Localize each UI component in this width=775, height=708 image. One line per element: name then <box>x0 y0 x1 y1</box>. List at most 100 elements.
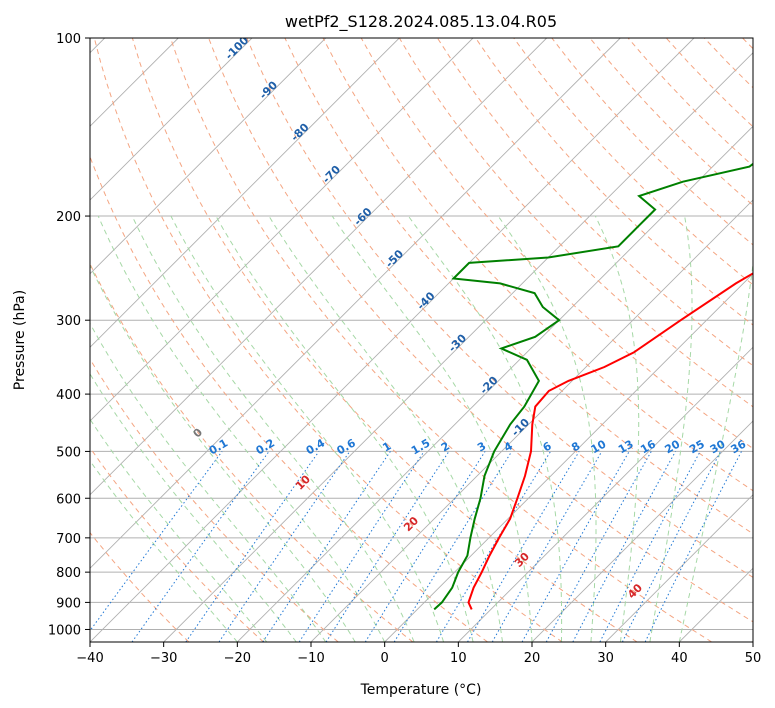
moist-adiabat <box>215 215 474 642</box>
y-tick-label: 500 <box>56 445 81 460</box>
y-axis-label: Pressure (hPa) <box>12 290 28 390</box>
dewpoint-profile <box>433 162 753 611</box>
mixing-ratio-line <box>185 451 320 642</box>
temperature-profile <box>467 272 753 610</box>
moist-adiabat <box>497 215 597 642</box>
isotherm <box>752 641 753 642</box>
mixing-ratio-line <box>621 451 722 642</box>
dry-adiabat <box>665 38 753 128</box>
dry-adiabat <box>131 38 638 642</box>
x-tick-label: −10 <box>297 651 324 666</box>
mixing-ratio-line <box>131 451 270 642</box>
background-lines <box>90 38 753 642</box>
mixing-ratio-label: 36 <box>729 437 749 456</box>
x-tick-label: 10 <box>450 651 467 666</box>
mixing-ratio-label: 6 <box>541 439 554 454</box>
mixing-ratio-line <box>644 451 742 642</box>
moist-adiabat-label: -40 <box>414 289 437 312</box>
x-axis-label: Temperature (°C) <box>360 682 482 698</box>
mixing-ratio-line <box>364 451 486 642</box>
dry-adiabat <box>246 38 753 578</box>
mixing-ratio-label: 0.6 <box>335 436 359 457</box>
dry-adiabat <box>90 531 190 642</box>
isotherm <box>90 38 400 348</box>
mixing-ratio-label: 16 <box>638 437 658 456</box>
mixing-ratio-label: 1.5 <box>409 436 432 457</box>
y-tick-label: 100 <box>56 32 81 47</box>
mixing-ratio-label: 4 <box>502 439 515 454</box>
moist-adiabat <box>649 215 693 642</box>
y-tick-label: 200 <box>56 210 81 225</box>
x-tick-label: 30 <box>597 651 614 666</box>
dry-adiabat <box>589 38 753 206</box>
dry-adiabat <box>90 155 488 642</box>
moist-adiabat <box>90 322 327 642</box>
x-tick-label: −30 <box>150 651 177 666</box>
x-tick-label: 50 <box>745 651 762 666</box>
mixing-ratio-label: 25 <box>687 437 707 456</box>
moist-adiabat <box>170 215 445 642</box>
mixing-ratio-line <box>545 451 652 642</box>
mixing-ratio-label: 1 <box>380 439 393 454</box>
mixing-ratio-label: 0.1 <box>207 436 230 457</box>
isotherm <box>90 38 474 422</box>
isotherm <box>457 346 753 642</box>
moist-adiabat-label: -30 <box>446 331 469 354</box>
dry-adiabat <box>703 38 753 89</box>
y-tick-label: 800 <box>56 566 81 581</box>
isotherm <box>236 125 753 642</box>
mixing-ratio-label: 20 <box>662 437 682 456</box>
isotherm <box>678 567 753 642</box>
dry-adiabat-label: 30 <box>512 550 532 570</box>
dry-adiabat <box>398 38 753 408</box>
dry-adiabat <box>513 38 753 286</box>
moist-adiabat-label: -50 <box>383 247 406 270</box>
moist-adiabat <box>131 215 415 642</box>
sounding-profiles <box>433 162 753 611</box>
y-tick-label: 400 <box>56 388 81 403</box>
mixing-ratio-label: 3 <box>475 439 488 454</box>
mixing-ratio-line <box>90 451 223 632</box>
dry-adiabat <box>90 358 339 642</box>
dry-adiabat <box>90 446 264 642</box>
axes: −40 −30 −20 −10 0 10 20 30 40 5010020030040050060… <box>48 32 761 666</box>
chart-title: wetPf2_S128.2024.085.13.04.R05 <box>285 12 557 32</box>
x-tick-label: 0 <box>381 651 389 666</box>
moist-adiabat <box>90 418 268 642</box>
mixing-ratio-line <box>572 451 676 642</box>
moist-adiabat <box>407 215 563 642</box>
moist-adiabat-label: -80 <box>288 121 311 144</box>
dry-adiabat <box>90 262 414 642</box>
isotherm <box>605 494 753 642</box>
moist-adiabat-label: -20 <box>477 373 500 396</box>
moist-adiabat-label: -60 <box>351 205 374 228</box>
dry-adiabat <box>742 38 753 50</box>
moist-adiabat <box>331 215 533 642</box>
y-tick-label: 1000 <box>48 623 81 638</box>
plot-frame <box>89 37 754 643</box>
mixing-ratio-label: 0.4 <box>304 436 328 457</box>
mixing-ratio-label: 8 <box>569 439 582 454</box>
isotherm <box>90 38 695 642</box>
y-tick-label: 700 <box>56 532 81 547</box>
mixing-ratio-label: 30 <box>708 437 728 456</box>
mixing-ratio-line <box>393 451 513 642</box>
isotherm <box>90 38 253 201</box>
moist-adiabat <box>594 215 640 642</box>
moist-adiabat-label: -70 <box>320 163 343 186</box>
mixing-ratio-line <box>298 451 425 642</box>
mixing-ratio-line <box>521 451 630 642</box>
moist-adiabat <box>678 260 753 642</box>
isotherm <box>90 38 548 496</box>
mixing-ratio-label: 0.2 <box>254 436 277 457</box>
y-tick-label: 600 <box>56 492 81 507</box>
dry-adiabat-label: 40 <box>625 581 645 601</box>
dry-adiabat-label: 0 <box>191 426 206 441</box>
dry-adiabat <box>208 38 753 623</box>
mixing-ratio-line <box>218 451 351 642</box>
mixing-ratio-label: 13 <box>616 437 636 456</box>
moist-adiabat-label: -10 <box>509 416 532 439</box>
moist-adiabat <box>90 372 297 642</box>
x-tick-label: 40 <box>671 651 688 666</box>
